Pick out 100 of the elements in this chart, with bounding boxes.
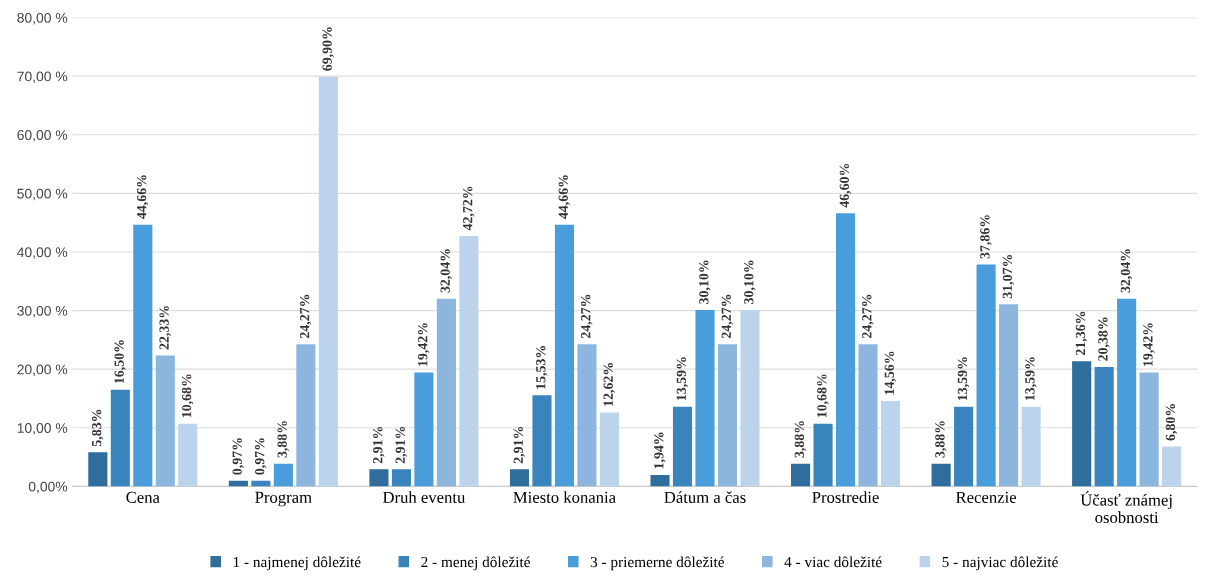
data-label: 24,27%	[581, 294, 593, 339]
data-label: 19,42%	[418, 323, 430, 366]
data-label: 13,59%	[1025, 357, 1037, 401]
bar	[178, 423, 198, 487]
bar	[976, 264, 996, 487]
bar	[999, 304, 1019, 487]
x-tick-label: Cena	[126, 491, 160, 503]
legend-label: 3 - priemerne dôležité	[590, 556, 724, 571]
bar	[1117, 298, 1137, 487]
data-label: 3,88%	[794, 421, 807, 458]
bar	[509, 469, 530, 487]
x-tick-label: Druh eventu	[382, 491, 466, 503]
bar	[599, 412, 619, 487]
legend-label: 1 - najmenej dôležité	[233, 556, 361, 571]
legend-label: 5 - najviac dôležité	[942, 556, 1058, 571]
y-tick-label: 50,00 %	[17, 188, 68, 201]
bar	[954, 406, 974, 487]
data-label: 2,91%	[373, 426, 385, 464]
bar	[1162, 446, 1182, 487]
data-label: 24,27%	[862, 294, 874, 339]
data-label: 19,42%	[1143, 323, 1155, 366]
y-tick-label: 40,00 %	[17, 247, 68, 259]
data-label: 21,36%	[1075, 311, 1088, 356]
data-label: 44,66%	[136, 175, 149, 219]
bar	[318, 76, 338, 487]
y-tick-label: 20,00 %	[17, 364, 68, 376]
x-tick-label: Prostredie	[812, 491, 879, 503]
data-label: 10,68%	[817, 374, 829, 418]
bar	[1021, 406, 1041, 487]
y-tick-label: 30,00 %	[17, 305, 68, 318]
bar	[155, 355, 175, 487]
legend-label: 2 - menej dôležité	[421, 556, 530, 571]
data-label: 6,80%	[1165, 404, 1178, 441]
bar	[459, 236, 479, 487]
data-label: 3,88%	[277, 421, 289, 458]
bar	[813, 423, 833, 487]
bar	[1072, 361, 1092, 487]
bar	[532, 395, 552, 487]
data-label: 5,83%	[91, 409, 104, 447]
data-label: 30,10%	[699, 260, 711, 304]
data-label: 2,91%	[513, 426, 525, 464]
bar	[695, 309, 715, 487]
data-label: 44,66%	[558, 175, 570, 219]
data-label: 46,60%	[839, 163, 852, 208]
bar	[931, 463, 951, 487]
y-tick-label: 80,00 %	[17, 12, 68, 25]
bar	[414, 372, 434, 487]
bar	[88, 452, 108, 487]
bar	[835, 213, 856, 487]
bar	[880, 401, 901, 487]
data-label: 2,91%	[395, 426, 407, 464]
data-label: 37,86%	[980, 215, 992, 259]
data-label: 30,10%	[744, 260, 756, 304]
x-tick-label: Miesto konania	[513, 491, 616, 503]
bar	[133, 224, 153, 487]
bar	[1094, 366, 1114, 487]
data-label: 42,72%	[462, 186, 475, 231]
bar	[858, 344, 878, 487]
data-label: 0,97%	[232, 438, 244, 475]
data-label: 14,56%	[884, 351, 897, 395]
data-label: 32,04%	[1120, 249, 1133, 293]
x-tick-label: Účasť známej osobnosti	[1080, 491, 1172, 524]
data-label: 31,07%	[1002, 254, 1015, 299]
data-label: 24,27%	[721, 294, 733, 339]
data-label: 12,62%	[603, 363, 615, 406]
data-label: 69,90%	[322, 27, 334, 71]
y-tick-label: 0,00%	[28, 481, 68, 494]
data-label: 24,27%	[299, 294, 312, 339]
bar	[369, 469, 389, 487]
data-label: 3,88%	[935, 421, 947, 458]
bar	[296, 344, 316, 487]
bar	[791, 463, 811, 487]
x-tick-label: Recenzie	[956, 491, 1017, 503]
bar	[717, 344, 738, 487]
data-label: 32,04%	[440, 249, 452, 293]
data-label: 10,68%	[181, 374, 194, 418]
bar	[1139, 372, 1159, 487]
bar	[436, 298, 456, 487]
y-tick-label: 60,00 %	[17, 130, 68, 142]
bar	[650, 475, 670, 487]
data-label: 1,94%	[654, 432, 666, 469]
bar	[577, 344, 597, 487]
data-label: 22,33%	[159, 306, 171, 350]
bar	[672, 406, 693, 487]
data-label: 20,38%	[1098, 317, 1110, 361]
x-tick-label: Program	[255, 491, 312, 507]
data-label: 15,53%	[536, 345, 548, 389]
data-label: 13,59%	[676, 357, 688, 401]
bar	[110, 389, 130, 487]
bar	[391, 469, 411, 487]
bar	[740, 309, 760, 487]
y-tick-label: 70,00 %	[17, 71, 68, 83]
bar	[554, 224, 575, 487]
x-tick-label: Dátum a čas	[664, 491, 746, 503]
data-label: 16,50%	[114, 340, 126, 384]
data-label: 0,97%	[254, 438, 267, 475]
bar	[273, 463, 293, 487]
y-tick-label: 10,00 %	[17, 423, 68, 435]
legend-label: 4 - viac dôležité	[784, 556, 882, 568]
data-label: 13,59%	[957, 357, 970, 401]
